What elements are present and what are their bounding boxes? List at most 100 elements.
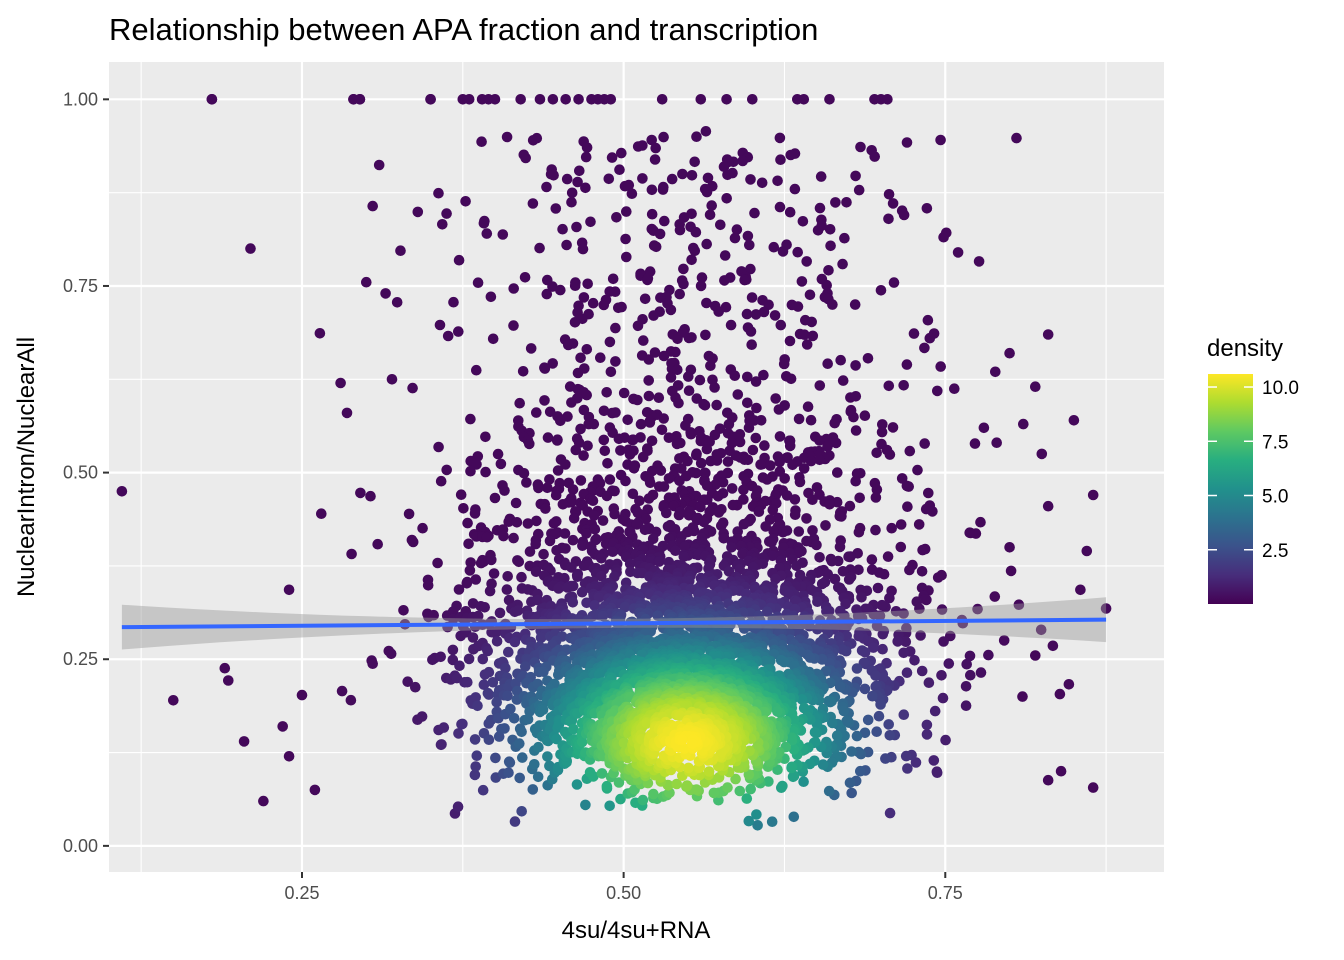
data-point [598, 405, 610, 417]
data-point [560, 459, 571, 470]
data-point [751, 809, 762, 820]
data-point [920, 594, 931, 605]
data-point [883, 213, 894, 225]
data-point [870, 524, 881, 536]
data-point [705, 455, 716, 467]
data-point [453, 326, 464, 337]
data-point [711, 399, 722, 411]
data-point [821, 279, 832, 291]
data-point [812, 596, 823, 607]
data-point [367, 658, 379, 669]
data-point [814, 202, 826, 214]
data-point [624, 449, 636, 460]
data-point [615, 445, 626, 456]
data-point [525, 343, 537, 354]
data-point [887, 198, 899, 209]
data-point [784, 440, 796, 452]
data-point [921, 719, 933, 731]
data-point [912, 464, 923, 476]
data-point [472, 610, 484, 622]
data-point [597, 610, 609, 622]
data-point [998, 635, 1010, 646]
data-point [747, 444, 759, 456]
data-point [533, 482, 544, 494]
data-point [614, 164, 625, 175]
data-point [461, 578, 473, 589]
data-point [503, 594, 515, 606]
data-point [964, 650, 976, 662]
data-point [811, 539, 822, 551]
data-point [581, 597, 592, 609]
data-point [453, 728, 464, 739]
data-point [258, 795, 269, 807]
data-point [484, 585, 496, 597]
data-point [722, 169, 733, 181]
data-point [931, 766, 943, 777]
data-point [809, 727, 821, 738]
data-point [919, 342, 930, 354]
data-point [601, 780, 613, 792]
data-point [355, 487, 366, 499]
data-point [713, 306, 724, 317]
data-point [576, 736, 588, 748]
data-point [845, 392, 856, 403]
data-point [632, 320, 644, 332]
data-point [745, 263, 756, 275]
data-point [611, 212, 622, 223]
data-point [745, 326, 757, 337]
data-point [643, 390, 655, 402]
data-point [983, 649, 994, 661]
data-point [615, 793, 626, 805]
data-point [674, 475, 685, 487]
data-point [745, 783, 756, 795]
data-point [620, 475, 631, 487]
data-point [385, 648, 397, 660]
data-point [742, 397, 753, 409]
data-point [540, 503, 551, 514]
data-point [649, 154, 661, 165]
data-point [794, 476, 806, 488]
data-point [701, 443, 713, 455]
data-point [850, 360, 861, 371]
data-point [769, 310, 781, 321]
data-point [521, 477, 532, 488]
data-point [508, 283, 519, 294]
data-point [581, 389, 592, 401]
data-point [805, 455, 817, 467]
data-point [792, 246, 803, 258]
data-point [681, 780, 693, 791]
data-point [1087, 489, 1099, 501]
data-point [827, 299, 838, 310]
data-point [238, 736, 250, 747]
data-point [888, 277, 900, 288]
data-point [515, 94, 526, 105]
data-point [604, 336, 616, 348]
data-point [547, 358, 558, 369]
data-point [797, 216, 809, 227]
data-point [501, 131, 513, 143]
data-point [435, 475, 447, 487]
data-point [750, 623, 761, 635]
data-point [588, 418, 600, 430]
data-point [407, 382, 418, 394]
data-point [516, 806, 527, 817]
data-point [960, 681, 972, 692]
data-point [571, 779, 583, 790]
data-point [628, 463, 640, 474]
data-point [686, 170, 698, 181]
data-point [488, 568, 500, 579]
data-point [658, 413, 669, 424]
data-point [502, 690, 513, 702]
data-point [868, 609, 880, 620]
data-point [518, 468, 530, 479]
data-point [786, 761, 798, 773]
data-point [599, 445, 611, 457]
data-point [703, 766, 715, 777]
data-point [547, 94, 559, 105]
data-point [718, 161, 730, 172]
data-point [497, 229, 509, 240]
data-point [870, 492, 882, 503]
data-point [580, 151, 592, 163]
data-point [793, 413, 805, 425]
data-point [873, 710, 885, 722]
